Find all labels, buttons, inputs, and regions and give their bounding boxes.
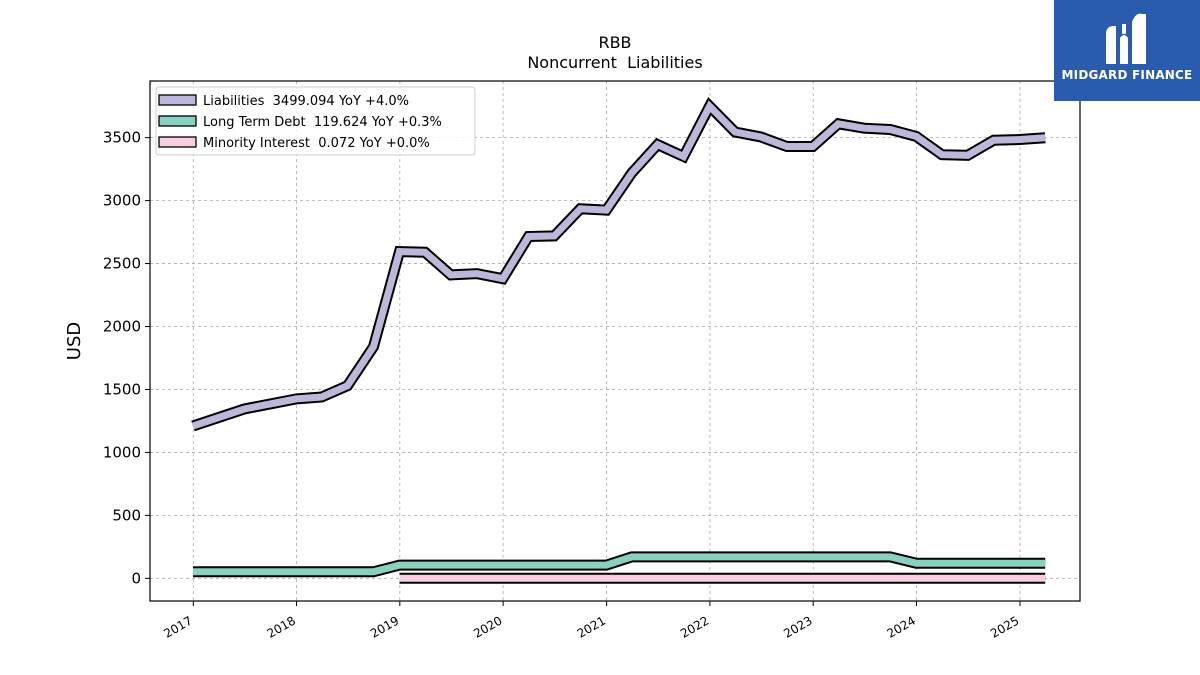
y-tick-label: 1500 — [103, 380, 141, 398]
legend-swatch-long-term-debt — [158, 115, 197, 127]
y-tick-label: 500 — [112, 506, 141, 524]
y-tick-label: 1000 — [103, 443, 141, 461]
chart-title: RBB — [598, 33, 631, 52]
x-tick-label: 2022 — [678, 613, 711, 640]
legend-swatch-minority-interest — [158, 136, 197, 148]
x-tick-label: 2024 — [885, 613, 918, 640]
x-tick-label: 2023 — [781, 613, 814, 640]
legend-label-liabilities: Liabilities 3499.094 YoY +4.0% — [203, 94, 409, 109]
x-tick-label: 2018 — [265, 613, 298, 640]
logo-mark-icon — [1106, 13, 1146, 64]
legend-label-long-term-debt: Long Term Debt 119.624 YoY +0.3% — [203, 115, 442, 130]
x-tick-label: 2025 — [988, 613, 1021, 640]
x-tick-label: 2020 — [471, 613, 504, 640]
plot-frame — [149, 80, 1081, 602]
x-axis: 2017 2018 2019 2020 2021 2022 2023 2024 2025 — [161, 601, 1022, 641]
legend-box — [155, 86, 476, 156]
x-tick-label: 2019 — [368, 613, 401, 640]
x-tick-label: 2021 — [575, 613, 608, 640]
chart-subtitle: Noncurrent Liabilities — [527, 53, 702, 72]
series-line-long-term-debt — [193, 553, 1046, 576]
legend-label-minority-interest: Minority Interest 0.072 YoY +0.0% — [203, 136, 430, 151]
x-tick-label: 2017 — [161, 613, 194, 640]
logo-text: MIDGARD FINANCE — [1061, 68, 1193, 82]
y-tick-label: 0 — [131, 569, 141, 587]
y-tick-label: 2000 — [103, 318, 141, 336]
series-layer — [191, 96, 1046, 584]
series-line-liabilities — [191, 100, 1046, 430]
y-tick-label: 2500 — [103, 255, 141, 273]
y-tick-label: 3000 — [103, 192, 141, 210]
midgard-finance-logo: MIDGARD FINANCE — [1054, 0, 1200, 101]
legend-swatch-liabilities — [158, 94, 197, 106]
y-axis-label: USD — [64, 322, 85, 360]
y-tick-label: 3500 — [103, 129, 141, 147]
y-axis: 0 500 1000 1500 2000 2500 3000 3500 — [103, 129, 150, 587]
legend: Liabilities 3499.094 YoY +4.0% Long Term… — [155, 86, 476, 156]
